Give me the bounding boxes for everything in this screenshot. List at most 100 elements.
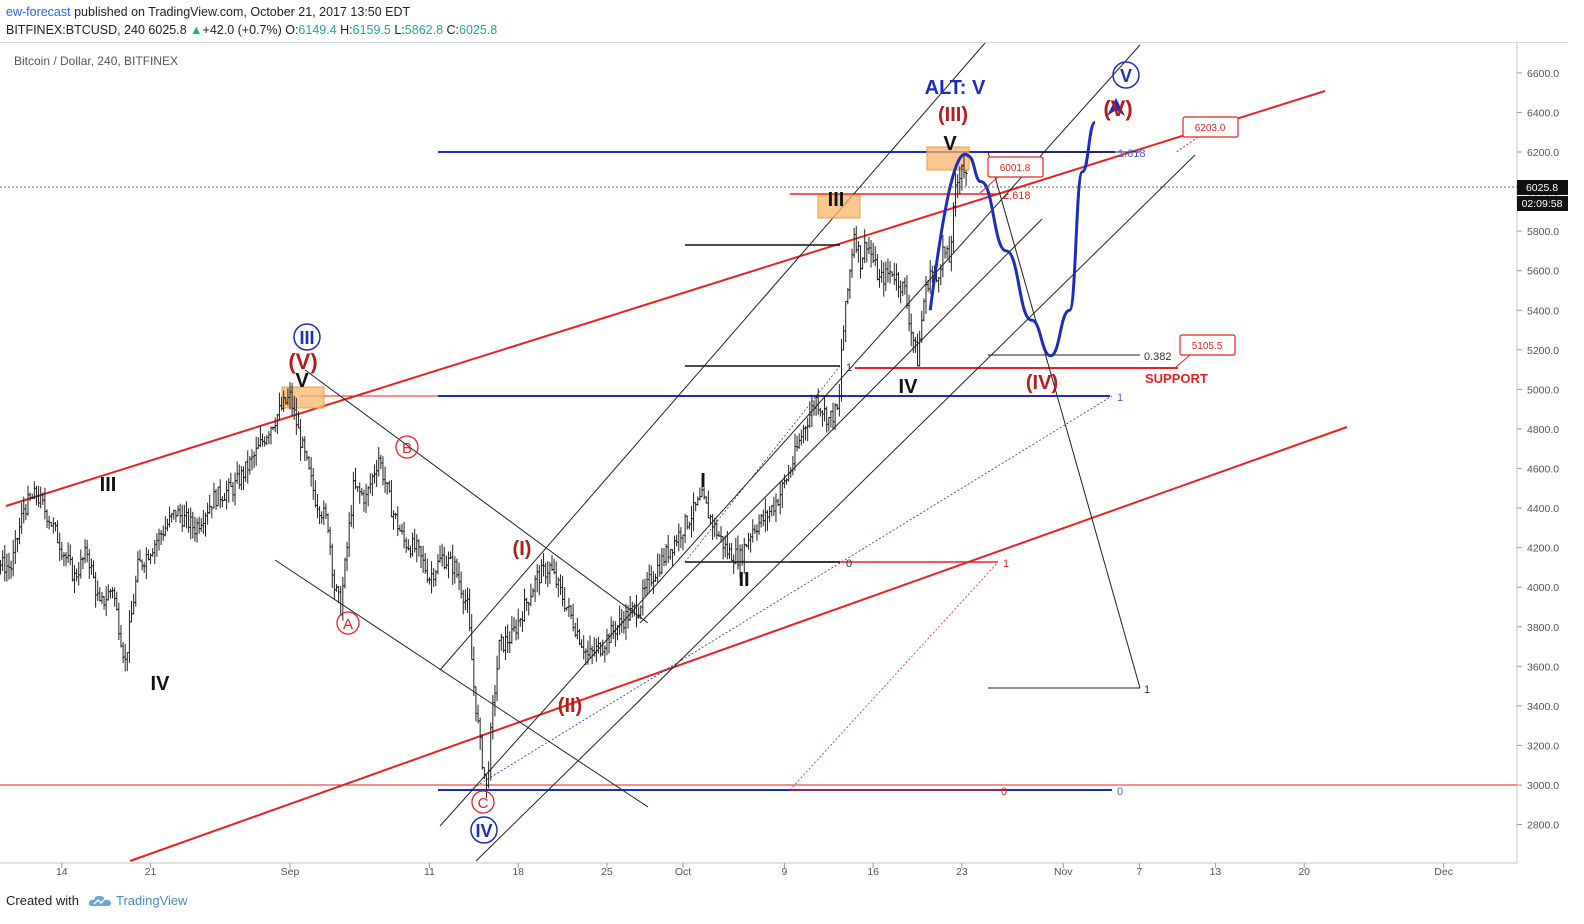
price-bar (844, 300, 848, 343)
price-bar (926, 279, 930, 292)
price-bar (535, 564, 539, 593)
price-bar (560, 575, 565, 607)
price-bar (91, 560, 96, 579)
price-tick-label: 3600.0 (1527, 661, 1559, 673)
price-bar (267, 431, 271, 445)
price-bar (592, 637, 596, 657)
price-bar (132, 593, 136, 615)
price-bar (451, 544, 455, 585)
price-bar (945, 245, 949, 259)
price-bar (218, 479, 222, 509)
price-bar (252, 451, 256, 469)
price-bar (144, 547, 148, 580)
wave-label-v-black-top: V (943, 133, 957, 155)
price-bar (586, 640, 590, 665)
time-axis[interactable]: 14 21 Sep 11 18 25 Oct 9 16 23 Nov 7 13 20 Dec (56, 863, 1453, 878)
wave-labels: ALT: V V (V) (III) V III IV (IV) I II (I… (100, 61, 1140, 844)
red-channel-lower[interactable] (129, 426, 1348, 862)
price-bar (58, 532, 62, 562)
price-bar (55, 520, 60, 544)
price-bar (100, 591, 104, 604)
price-box-6001: 6001.8 (979, 156, 1044, 194)
price-bar (784, 478, 789, 485)
price-bar (108, 588, 113, 599)
price-bar (850, 248, 854, 278)
price-bar (383, 466, 387, 494)
time-tick-label: 21 (145, 866, 157, 878)
price-tick-label: 5000.0 (1527, 384, 1559, 396)
price-bar (53, 522, 58, 532)
time-tick-label: 25 (601, 866, 613, 878)
price-bar (577, 629, 582, 646)
price-bar (155, 533, 159, 557)
price-bar (704, 496, 708, 504)
price-bar (582, 635, 586, 660)
svg-text:02:09:58: 02:09:58 (1522, 198, 1563, 210)
wave-label-iv-black-mid: IV (899, 376, 919, 398)
price-tick-label: 4000.0 (1527, 582, 1559, 594)
price-tick-label: 5200.0 (1527, 345, 1559, 357)
time-tick-label: Nov (1054, 866, 1073, 878)
price-axis[interactable]: 2800.0 3000.0 3200.0 3400.0 3600.0 3800.0 4000… (1517, 68, 1559, 832)
tradingview-logo-icon[interactable] (88, 894, 112, 908)
tradingview-brand-link[interactable]: TradingView (116, 893, 188, 908)
last-price-tag: 6025.8 02:09:58 (1517, 180, 1568, 211)
svg-text:V: V (1120, 66, 1132, 86)
price-bar (64, 552, 68, 567)
price-bar (353, 467, 358, 490)
price-bar (277, 392, 282, 421)
price-bar (322, 500, 326, 525)
close-label: C: (446, 23, 460, 37)
price-tick-label: 3200.0 (1527, 740, 1559, 752)
price-bar (825, 406, 829, 433)
price-bar (729, 542, 734, 561)
price-bar (375, 459, 379, 487)
time-tick-label: Sep (281, 866, 300, 878)
wave-label-iv-black-left: IV (151, 673, 171, 695)
price-bar (848, 268, 852, 299)
price-bar (121, 641, 125, 664)
close-value: 6025.8 (459, 23, 498, 37)
price-bar (894, 263, 899, 291)
price-bar (770, 504, 774, 517)
price-bar (539, 559, 544, 584)
price-bar (651, 571, 656, 595)
price-bar (867, 236, 871, 255)
price-bar (660, 547, 664, 575)
chart-svg[interactable]: Bitcoin / Dollar, 240, BITFINEX 2800.0 30… (0, 43, 1568, 883)
abc-channel-upper (304, 369, 649, 624)
drawings-layer (0, 43, 1517, 862)
support-label: SUPPORT (1145, 371, 1208, 386)
price-bar (531, 587, 535, 598)
price-bar (427, 577, 432, 585)
price-tick-label: 3800.0 (1527, 622, 1559, 634)
price-bar (153, 540, 157, 565)
price-bar (672, 535, 677, 556)
abc-channel-lower (274, 559, 649, 808)
forecast-arrowhead-icon (1107, 98, 1125, 116)
price-bar (254, 436, 258, 466)
price-bar (366, 485, 370, 507)
price-bar (664, 544, 668, 566)
price-bar (875, 253, 879, 281)
wave-circle-b-red: B (395, 435, 419, 459)
fib-labels: 1.618 2.618 0.382 1 0 1 0 1 1 0 (846, 148, 1172, 798)
red-channel-upper[interactable] (5, 90, 1326, 507)
price-bar (880, 260, 884, 283)
open-label: O: (285, 23, 299, 37)
price-bar (448, 551, 453, 560)
svg-text:III: III (299, 328, 314, 348)
price-bar (472, 646, 476, 696)
price-bar (634, 594, 639, 628)
price-bar (370, 473, 375, 496)
chart-area[interactable]: Bitcoin / Dollar, 240, BITFINEX 2800.0 30… (0, 42, 1568, 883)
wave-label-v-red-top: (V) (1103, 96, 1132, 121)
price-bar (98, 587, 102, 602)
wave-label-alt-v: ALT: V (925, 77, 986, 99)
price-bar (806, 417, 810, 442)
price-bar (641, 579, 645, 616)
price-bar (463, 589, 467, 611)
price-bar (499, 633, 503, 651)
price-bar (497, 639, 501, 670)
author-link[interactable]: ew-forecast (6, 5, 71, 19)
